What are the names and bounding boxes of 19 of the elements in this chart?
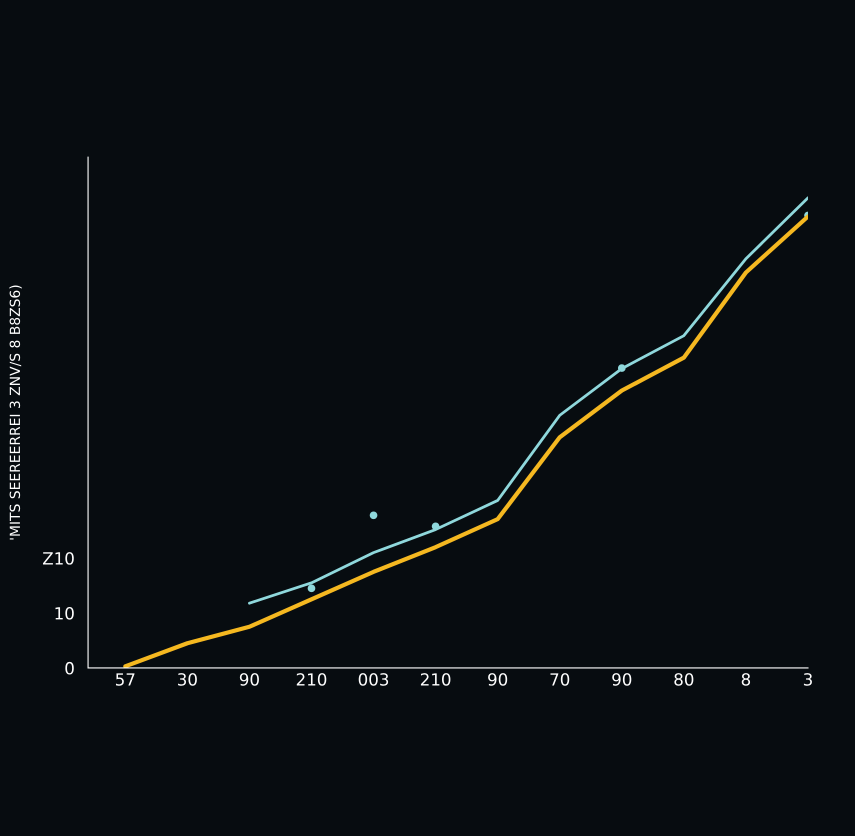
x-tick-label: 210 xyxy=(420,673,450,686)
y-axis-title: 'MITS SEEREERREI 3 ZNV/S 8 B8ZS6) xyxy=(9,285,22,540)
x-tick-label: 90 xyxy=(240,673,259,686)
y-tick-label: 0 xyxy=(65,662,74,675)
point xyxy=(370,511,378,520)
y-tick-label: 10 xyxy=(55,607,74,620)
x-tick-label: 8 xyxy=(742,673,750,686)
line-series xyxy=(248,196,808,605)
x-tick-label: 90 xyxy=(488,673,508,686)
point xyxy=(308,584,316,592)
x-tick-label: 70 xyxy=(550,673,570,686)
y-tick-label: Z10 xyxy=(42,552,74,565)
x-tick-label: 80 xyxy=(674,673,694,686)
x-tick-label: 210 xyxy=(296,673,326,686)
x-tick-label: 57 xyxy=(116,673,134,686)
x-tick-label: 003 xyxy=(358,673,388,686)
x-tick-label: 3 xyxy=(804,673,812,686)
x-tick-label: 30 xyxy=(178,673,197,686)
x-tick-label: 90 xyxy=(612,673,632,686)
